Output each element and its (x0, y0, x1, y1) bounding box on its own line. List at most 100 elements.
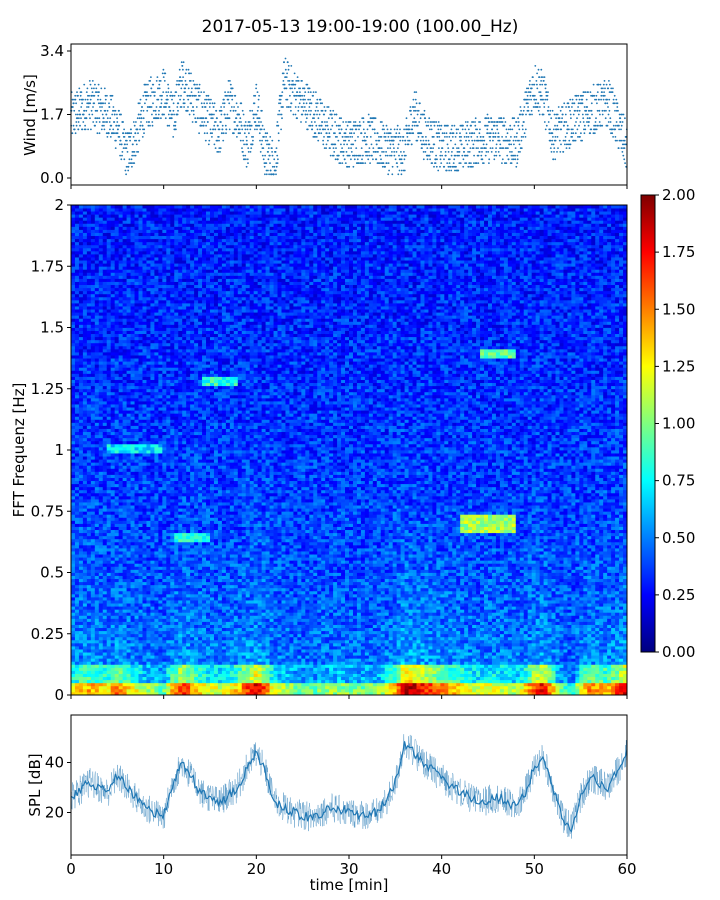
spectrogram-cell (71, 637, 75, 640)
wind-point (584, 132, 586, 134)
spectrogram-cell (111, 334, 115, 337)
wind-point (518, 129, 520, 131)
spectrogram-cell (119, 223, 123, 226)
spectrogram-cell (103, 551, 107, 554)
spectrogram-cell (127, 260, 131, 263)
wind-point (522, 114, 524, 116)
wind-point (229, 80, 231, 82)
wind-point (307, 114, 309, 116)
spectrogram-cell (107, 370, 111, 373)
spectrogram-cell (131, 306, 135, 309)
spectrogram-cell (87, 217, 91, 220)
wind-point (545, 129, 547, 131)
spectrogram-cell (127, 392, 131, 395)
wind-point (223, 132, 225, 134)
spectrogram-cell (107, 251, 111, 254)
wind-point (570, 144, 572, 146)
spectrogram-cell (131, 205, 135, 208)
spectrogram-cell (83, 563, 87, 566)
spectrogram-cell (83, 487, 87, 490)
spectrogram-cell (115, 462, 119, 465)
spectrogram-cell (79, 475, 83, 478)
wind-point (289, 80, 291, 82)
wind-point (174, 125, 176, 127)
spectrogram-cell (103, 511, 107, 514)
spectrogram-cell (119, 318, 123, 321)
spectrogram-cell (83, 459, 87, 462)
spectrogram-cell (83, 389, 87, 392)
spectrogram-cell (75, 294, 79, 297)
wind-point (551, 140, 553, 142)
spectrogram-cell (75, 236, 79, 239)
wind-point (295, 106, 297, 108)
spectrogram-cell (115, 306, 119, 309)
wind-point (607, 125, 609, 127)
spectrogram-cell (111, 275, 115, 278)
wind-point (310, 125, 312, 127)
spectrogram-cell (111, 331, 115, 334)
spectrogram-cell (127, 536, 131, 539)
spectrogram-cell (95, 554, 99, 557)
spectrogram-cell (83, 569, 87, 572)
spectrogram-cell (71, 226, 75, 229)
spectrogram-cell (79, 324, 83, 327)
spectrogram-cell (107, 545, 111, 548)
wind-point (116, 117, 118, 119)
wind-point (315, 132, 317, 134)
wind-point (271, 147, 273, 149)
spectrogram-cell (103, 542, 107, 545)
spectrogram-cell (123, 208, 127, 211)
spectrogram-cell (111, 655, 115, 658)
wind-point (208, 99, 210, 101)
spectrogram-cell (83, 251, 87, 254)
spectrogram-cell (115, 622, 119, 625)
spectrogram-cell (99, 481, 103, 484)
wind-point (403, 136, 405, 138)
wind-point (468, 129, 470, 131)
wind-point (191, 110, 193, 112)
spectrogram-cell (83, 548, 87, 551)
spectrogram-cell (115, 524, 119, 527)
spectrogram-cell (123, 634, 127, 637)
spectrogram-cell (131, 481, 135, 484)
wind-point (169, 106, 171, 108)
spectrogram-cell (127, 655, 131, 658)
spectrogram-cell (79, 254, 83, 257)
spectrogram-cell (103, 343, 107, 346)
wind-point (309, 114, 311, 116)
wind-point (205, 117, 207, 119)
wind-point (578, 125, 580, 127)
spectrogram-cell (83, 517, 87, 520)
spectrogram-cell (99, 279, 103, 282)
spectrogram-cell (95, 631, 99, 634)
wind-point (511, 129, 513, 131)
spectrogram-cell (99, 649, 103, 652)
wind-point (361, 132, 363, 134)
wind-point (193, 110, 195, 112)
spectrogram-cell (107, 266, 111, 269)
spectrogram-cell (75, 306, 79, 309)
spectrogram-cell (115, 269, 119, 272)
wind-point (481, 147, 483, 149)
wind-point (345, 121, 347, 123)
spectrogram-cell (79, 487, 83, 490)
wind-point (440, 162, 442, 164)
spectrogram-cell (131, 689, 135, 692)
wind-point (559, 117, 561, 119)
wind-point (138, 140, 140, 142)
wind-point (326, 144, 328, 146)
spectrogram-cell (127, 441, 131, 444)
wind-point (239, 132, 241, 134)
wind-point (409, 132, 411, 134)
spectrogram-cell (91, 208, 95, 211)
spectrogram-cell (91, 490, 95, 493)
spectrogram-cell (103, 331, 107, 334)
spectrogram-cell (79, 566, 83, 569)
wind-point (346, 151, 348, 153)
wind-point (265, 162, 267, 164)
wind-point (114, 114, 116, 116)
spectrogram-cell (119, 438, 123, 441)
wind-point (505, 121, 507, 123)
wind-point (618, 125, 620, 127)
spectrogram-cell (99, 254, 103, 257)
